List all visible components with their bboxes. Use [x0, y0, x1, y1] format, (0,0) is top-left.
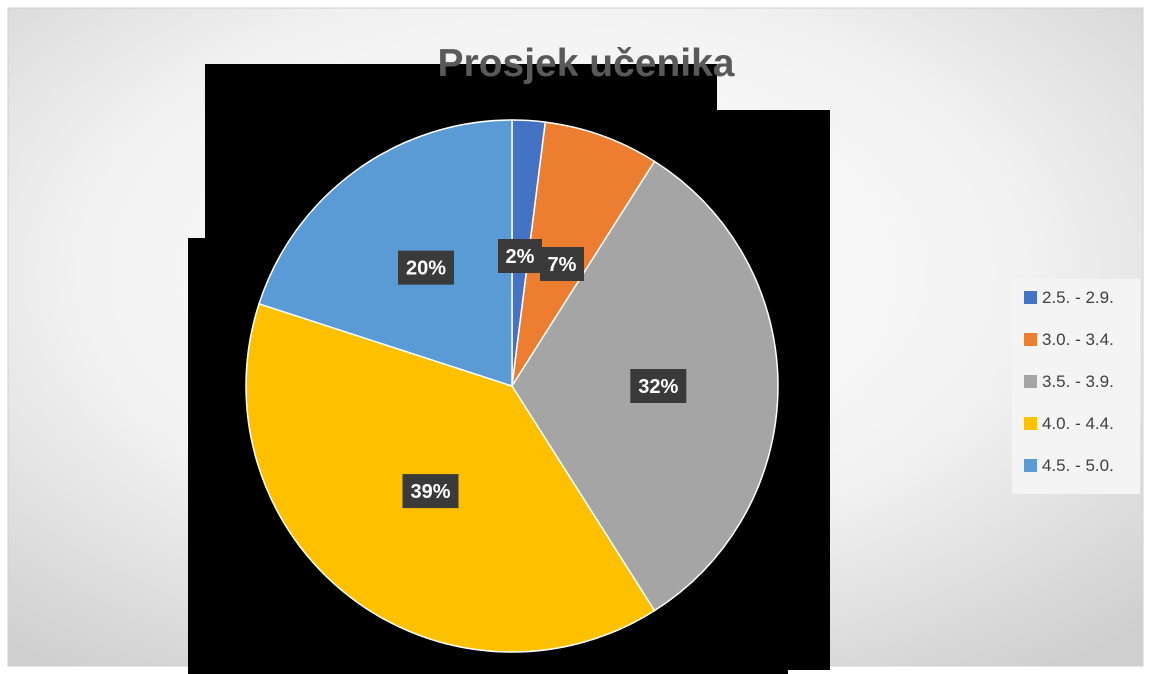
- legend-swatch: [1024, 417, 1037, 430]
- data-label-box: [402, 474, 459, 509]
- data-labels: 2% 7% 32% 39% 20%: [398, 239, 687, 509]
- data-label: 20%: [406, 258, 446, 280]
- data-label: 32%: [638, 376, 678, 398]
- legend-label: 3.5. - 3.9.: [1042, 372, 1114, 391]
- data-label-box: [630, 369, 687, 403]
- legend-swatch: [1024, 375, 1037, 388]
- chart-title: Prosjek učenika: [438, 42, 735, 85]
- data-label-box: [498, 239, 542, 273]
- legend-label: 4.5. - 5.0.: [1042, 456, 1114, 475]
- legend: 2.5. - 2.9. 3.0. - 3.4. 3.5. - 3.9. 4.0. - …: [1012, 279, 1140, 494]
- legend-swatch: [1024, 291, 1037, 304]
- legend-label: 3.0. - 3.4.: [1042, 330, 1114, 349]
- data-label: 2%: [506, 246, 535, 268]
- data-label: 7%: [548, 254, 577, 276]
- legend-label: 2.5. - 2.9.: [1042, 288, 1114, 307]
- pie-slice: [258, 119, 513, 388]
- data-label-box: [398, 250, 455, 285]
- data-label-box: [540, 247, 584, 281]
- data-label: 39%: [410, 481, 450, 503]
- legend-swatch: [1024, 459, 1037, 472]
- legend-swatch: [1024, 333, 1037, 346]
- legend-label: 4.0. - 4.4.: [1042, 414, 1114, 433]
- pie-slices: [245, 119, 779, 653]
